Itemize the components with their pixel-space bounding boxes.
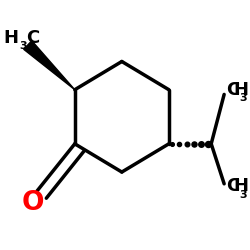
Text: O: O: [21, 190, 44, 216]
Text: H: H: [3, 29, 18, 47]
Polygon shape: [24, 41, 75, 90]
Text: C: C: [26, 29, 40, 47]
Text: H: H: [233, 81, 248, 99]
Text: 3: 3: [20, 41, 27, 51]
Text: C: C: [226, 81, 240, 99]
Text: H: H: [233, 177, 248, 195]
Text: 3: 3: [240, 190, 247, 200]
Text: 3: 3: [240, 93, 247, 103]
Text: C: C: [226, 177, 240, 195]
